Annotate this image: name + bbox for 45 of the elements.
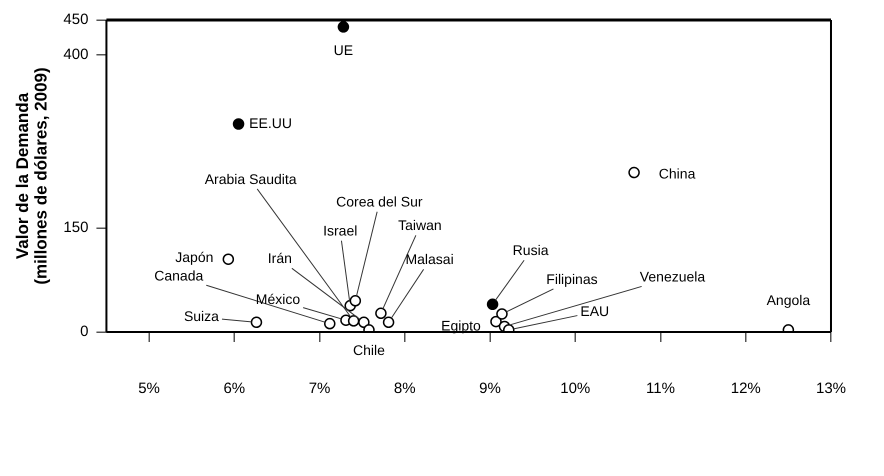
- y-tick-label: 0: [80, 323, 88, 340]
- point: [375, 308, 387, 320]
- annotation: Israel: [323, 222, 358, 239]
- x-tick-label: 7%: [308, 380, 330, 398]
- annotation: México: [256, 291, 300, 308]
- point: [350, 295, 362, 307]
- y-axis-title: Valor de la Demanda (millones de dólares, 2009): [13, 67, 51, 285]
- annotation: China: [658, 165, 696, 182]
- x-tick-label: 6%: [223, 380, 246, 398]
- point: [348, 315, 360, 327]
- point: [628, 166, 640, 178]
- point: [222, 253, 234, 265]
- annotation: Venezuela: [640, 268, 706, 284]
- x-tick-label: 5%: [138, 380, 160, 398]
- x-tick-label: 9%: [479, 380, 501, 398]
- x-tick-label: 13%: [816, 380, 846, 398]
- annotation: Arabia Saudita: [204, 170, 297, 187]
- annotation: Chile: [353, 342, 386, 358]
- annotation: Taiwan: [398, 217, 442, 234]
- point: [382, 316, 394, 328]
- point: [486, 298, 498, 310]
- annotation: Filipinas: [546, 270, 598, 287]
- annotation: Corea del Sur: [336, 194, 423, 210]
- point: [496, 308, 508, 320]
- point: [324, 318, 336, 330]
- x-tick-label: 8%: [394, 380, 416, 398]
- x-tick-label: 11%: [646, 380, 675, 398]
- annotation: Suiza: [184, 308, 220, 324]
- x-tick-label: 12%: [730, 380, 761, 398]
- annotation: EE.UU: [249, 114, 292, 131]
- x-tick-label: 10%: [560, 380, 590, 398]
- annotation: Japón: [175, 249, 214, 266]
- annotation: Malasai: [405, 251, 454, 268]
- y-tick-label: 450: [63, 11, 88, 28]
- annotation: UE: [334, 42, 354, 58]
- y-tick-label: 400: [63, 46, 88, 63]
- annotation: Rusia: [512, 242, 549, 258]
- annotation: Angola: [766, 292, 810, 308]
- annotation: Canada: [154, 268, 204, 284]
- point: [250, 316, 262, 328]
- annotation: EAU: [580, 302, 610, 319]
- y-tick-label: 150: [63, 219, 88, 236]
- annotation: Irán: [268, 250, 292, 266]
- point: [232, 118, 244, 130]
- point: [338, 21, 350, 33]
